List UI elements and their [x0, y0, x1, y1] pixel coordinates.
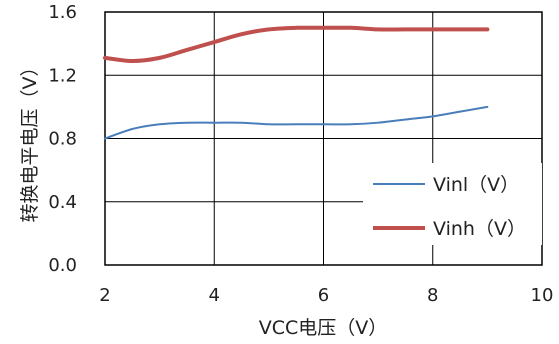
series-lines: [103, 25, 490, 140]
x-tick-label: 6: [318, 285, 329, 306]
legend-label-vinl: Vinl（V）: [433, 174, 519, 196]
y-tick-label: 1.2: [48, 65, 77, 86]
x-tick-label: 2: [99, 285, 110, 306]
y-axis-title: 转换电平电压（V）: [19, 58, 41, 223]
x-tick-label: 8: [427, 285, 438, 306]
y-tick-label: 0.4: [48, 192, 77, 213]
series-line-vinl: [104, 105, 489, 140]
tick-labels: 0.0 0.4 0.8 1.2 1.6 2 4 6 8 10: [48, 2, 553, 306]
y-tick-label: 0.8: [48, 129, 77, 150]
x-tick-label: 4: [209, 285, 220, 306]
series-line-vinh: [103, 25, 490, 64]
y-tick-label: 1.6: [48, 2, 77, 23]
legend-box: [363, 163, 542, 245]
legend-label-vinh: Vinh（V）: [433, 218, 526, 240]
y-tick-label: 0.0: [48, 255, 77, 276]
x-tick-label: 10: [531, 285, 554, 306]
x-axis-title: VCC电压（V）: [259, 317, 388, 339]
legend: Vinl（V） Vinh（V）: [363, 163, 542, 245]
